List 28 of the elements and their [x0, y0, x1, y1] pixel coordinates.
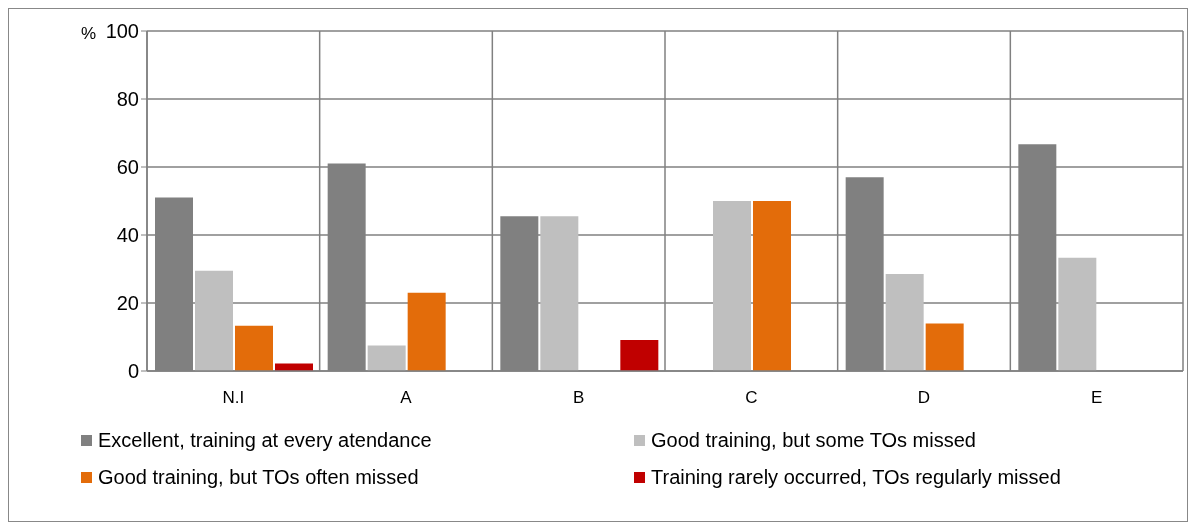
y-tick-label: 0 — [127, 360, 139, 383]
bar — [1058, 257, 1097, 371]
legend-label: Good training, but TOs often missed — [98, 466, 419, 489]
bar — [885, 274, 924, 371]
bar — [367, 345, 406, 371]
x-tick-label: D — [917, 388, 931, 408]
x-tick-label: B — [572, 388, 585, 408]
x-tick-label: N.I — [222, 388, 245, 408]
bar — [540, 216, 579, 371]
bar — [925, 323, 964, 371]
bar — [713, 201, 751, 371]
y-axis-title: % — [81, 24, 97, 43]
x-tick-label: E — [1090, 388, 1103, 408]
y-tick-label: 20 — [116, 292, 139, 315]
bar — [753, 201, 791, 371]
bar — [407, 292, 446, 371]
y-tick-label: 60 — [116, 156, 139, 179]
x-tick-label: A — [400, 388, 413, 408]
legend-label: Good training, but some TOs missed — [651, 429, 976, 452]
y-tick-label: 80 — [116, 88, 139, 111]
y-tick-label: 100 — [105, 20, 139, 43]
bar — [235, 325, 273, 371]
x-tick-label: C — [745, 388, 758, 408]
y-tick-label: 40 — [116, 224, 139, 247]
legend-label: Excellent, training at every atendance — [98, 429, 432, 452]
bar — [195, 270, 233, 371]
bar — [620, 340, 659, 371]
legend-label: Training rarely occurred, TOs regularly missed — [651, 466, 1061, 489]
